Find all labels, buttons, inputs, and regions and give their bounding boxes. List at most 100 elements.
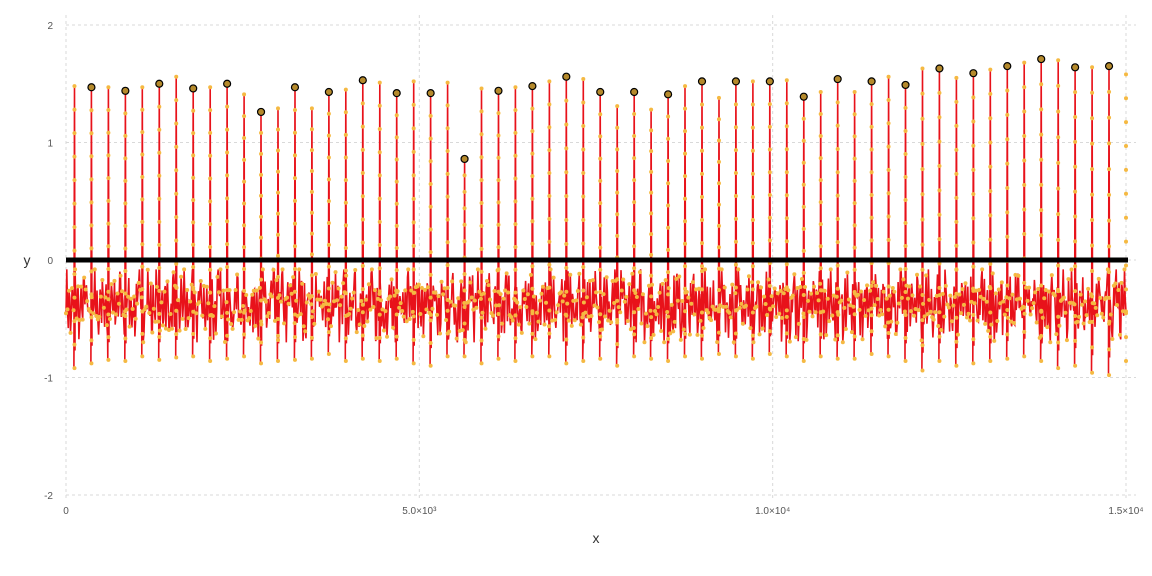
spike-sample-point (1124, 72, 1128, 77)
spike-sample-point (750, 356, 755, 361)
spike-sample-point (276, 106, 280, 111)
spike-sample-point (513, 359, 518, 364)
spike-sample-point (649, 232, 654, 237)
sample-point (309, 302, 314, 307)
sample-point (221, 288, 226, 293)
peak-marker (189, 84, 198, 93)
sample-point (68, 330, 73, 335)
spike-sample-point (276, 337, 280, 342)
sample-point (253, 323, 258, 328)
spike-sample-point (309, 148, 314, 153)
spike-sample-point (1073, 289, 1078, 294)
sample-point (886, 320, 891, 325)
peak-marker (630, 87, 639, 97)
spike-sample-point (530, 331, 535, 336)
sample-point (751, 340, 756, 345)
spike-sample-point (72, 342, 77, 347)
spike-sample-point (1107, 270, 1112, 275)
spike-sample-point (683, 219, 688, 224)
sample-point (213, 331, 218, 336)
sample-point (410, 309, 415, 314)
sample-point (282, 321, 287, 326)
spike-sample-point (343, 155, 348, 160)
sample-point (977, 287, 982, 292)
spike-sample-point (971, 313, 976, 318)
sample-point (606, 318, 611, 323)
spike-sample-point (445, 149, 450, 154)
sample-point (280, 267, 285, 272)
sample-point (574, 298, 579, 303)
sample-point (594, 290, 598, 295)
sample-point (889, 319, 894, 324)
spike-sample-point (309, 231, 314, 236)
spike-sample-point (479, 132, 484, 137)
sample-point (238, 309, 243, 314)
sample-point (1005, 315, 1010, 320)
spike-sample-point (428, 227, 433, 232)
spike-sample-point (72, 272, 77, 277)
sample-point (1025, 298, 1030, 303)
spike-sample-point (259, 298, 264, 303)
sample-point (769, 294, 774, 299)
spike-sample-point (598, 134, 603, 139)
sample-point (728, 315, 733, 320)
sample-point (383, 309, 388, 314)
sample-point (639, 321, 644, 326)
spike-sample-point (140, 331, 145, 336)
spike-sample-point (598, 267, 603, 272)
spike-sample-point (72, 84, 77, 89)
spike-sample-point (564, 194, 569, 199)
sample-point (989, 322, 994, 327)
spike-sample-point (377, 150, 382, 155)
spike-sample-point (920, 141, 925, 146)
spike-sample-point (343, 336, 348, 341)
sample-point (1027, 285, 1032, 290)
spike-sample-point (530, 151, 535, 156)
sample-point (1033, 290, 1038, 295)
sample-point (610, 278, 615, 283)
spike-sample-point (123, 201, 128, 206)
sample-point (371, 305, 376, 310)
spike-sample-point (411, 361, 416, 366)
sample-point (259, 322, 264, 327)
spike-sample-point (140, 197, 145, 202)
sample-point (359, 298, 364, 303)
spike-sample-point (954, 147, 959, 152)
spike-sample-point (394, 268, 399, 273)
sample-point (472, 298, 477, 303)
spike-sample-point (411, 243, 416, 248)
spike-sample-point (72, 107, 77, 112)
sample-point (136, 280, 141, 285)
sample-point (849, 330, 854, 335)
peak-marker (121, 86, 130, 95)
spike-sample-point (716, 159, 721, 164)
sample-point (1048, 340, 1053, 345)
sample-point (718, 303, 723, 308)
spike-sample-point (564, 361, 569, 366)
sample-point (133, 316, 138, 321)
sample-point (890, 286, 895, 291)
sample-point (1057, 323, 1062, 328)
spike-sample-point (801, 226, 806, 231)
sample-point (896, 301, 901, 306)
sample-point (772, 286, 777, 291)
spike-sample-point (1005, 356, 1010, 361)
sample-point (286, 301, 291, 306)
spike-sample-point (937, 334, 942, 339)
spike-sample-point (971, 192, 976, 197)
sample-point (565, 301, 570, 306)
spike-sample-point (530, 106, 535, 111)
spike-sample-point (89, 200, 94, 205)
spike-sample-point (632, 354, 637, 359)
sample-point (357, 322, 362, 327)
axis-labels: 0 5.0×10³ 1.0×10⁴ 1.5×10⁴ -2 -1 0 1 2 (44, 21, 1143, 517)
sample-point (587, 278, 592, 283)
sample-point (604, 275, 609, 280)
sample-point (112, 278, 117, 283)
spike-sample-point (767, 124, 772, 129)
spike-sample-point (784, 308, 789, 313)
sample-point (668, 331, 673, 336)
sample-point (260, 267, 265, 272)
sample-point (586, 314, 591, 319)
spike-sample-point (174, 308, 179, 313)
